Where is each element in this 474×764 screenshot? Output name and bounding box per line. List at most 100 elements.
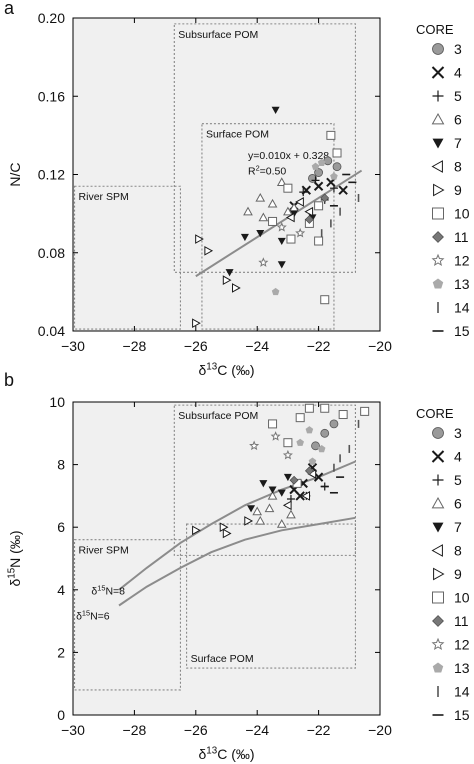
region-box (73, 539, 182, 691)
data-point (195, 234, 204, 244)
legend-label: 8 (454, 543, 462, 559)
series-11 (289, 466, 314, 485)
legend-entry-3: 3 (432, 41, 462, 57)
data-point (282, 449, 293, 460)
x-tick-label: −26 (184, 338, 208, 354)
legend-marker (432, 427, 444, 439)
x-tick-label: −24 (245, 338, 269, 354)
data-point (255, 515, 266, 525)
data-point (304, 403, 314, 413)
data-point (285, 212, 295, 223)
data-point (329, 419, 339, 429)
legend-marker (431, 496, 445, 509)
legend-marker (433, 567, 445, 581)
data-point (258, 212, 269, 222)
data-point (295, 197, 304, 207)
legend-entry-8: 8 (431, 159, 462, 175)
legend-label: 3 (454, 425, 462, 441)
data-point (222, 528, 232, 539)
panel-label: a (4, 0, 15, 18)
data-point (304, 215, 314, 224)
legend-marker (433, 183, 445, 197)
data-point (323, 156, 333, 166)
series-6 (243, 177, 299, 222)
x-tick-label: −20 (368, 722, 392, 738)
data-point (268, 419, 278, 429)
regression-equation: y=0.010x + 0.328 (248, 150, 329, 162)
legend-marker (431, 450, 445, 463)
x-tick-label: −24 (245, 722, 269, 738)
series-3 (311, 419, 339, 451)
region-box (186, 523, 356, 669)
y-tick-label: 2 (57, 644, 65, 660)
x-tick-label: −28 (123, 722, 147, 738)
legend-entry-13: 13 (432, 660, 470, 676)
region-label: Subsurface POM (178, 410, 258, 422)
data-point (247, 505, 256, 513)
legend-marker (432, 474, 444, 486)
curve-label: δ15N=8 (91, 583, 125, 597)
series-7 (225, 106, 317, 277)
data-point (326, 130, 336, 140)
data-point (295, 413, 305, 423)
legend-marker (432, 138, 444, 149)
data-point (308, 214, 317, 222)
legend-label: 15 (454, 323, 470, 339)
region-label: River SPM (79, 191, 129, 203)
data-point (267, 490, 278, 500)
x-tick-label: −20 (368, 338, 392, 354)
data-point (283, 206, 293, 216)
y-tick-label: 8 (57, 457, 65, 473)
legend-entry-12: 12 (431, 637, 470, 653)
data-point (320, 193, 330, 203)
x-axis-label: δ13C (‰) (198, 361, 254, 378)
series-8 (285, 197, 314, 223)
data-point (271, 287, 280, 296)
y-axis-label: N/C (7, 162, 23, 186)
region-box (73, 185, 182, 330)
x-axis-label: δ13C (‰) (198, 745, 254, 762)
data-point (317, 158, 326, 166)
data-point (295, 491, 305, 501)
data-point (244, 516, 254, 526)
legend-marker (431, 637, 445, 651)
data-point (270, 431, 281, 441)
data-point (268, 216, 278, 226)
legend-label: 14 (454, 684, 470, 700)
panel-a: a Subsurface POM Surface POM River SPM y=0.0… (4, 0, 470, 378)
legend-label: 13 (454, 660, 470, 676)
legend-entry-15: 15 (432, 707, 470, 723)
legend-marker (432, 591, 444, 604)
data-point (243, 206, 253, 216)
data-point (268, 486, 277, 494)
data-point (276, 222, 287, 232)
data-point (267, 198, 278, 208)
data-point (296, 438, 304, 446)
data-point (240, 233, 249, 242)
legend-marker (431, 253, 445, 267)
x-tick-label: −30 (61, 338, 85, 354)
data-point (283, 183, 293, 193)
data-point (320, 403, 330, 413)
data-point (311, 162, 320, 170)
region-box (201, 123, 335, 330)
data-point (204, 245, 214, 256)
x-tick-label: −28 (123, 338, 147, 354)
legend-entry-5: 5 (432, 472, 462, 488)
data-point (289, 475, 299, 485)
series-6 (252, 490, 296, 528)
legend-entry-7: 7 (432, 519, 462, 535)
data-point (277, 237, 286, 246)
data-point (192, 318, 201, 329)
legend-label: 4 (454, 449, 462, 465)
legend-entry-9: 9 (433, 182, 462, 198)
legend-label: 15 (454, 707, 470, 723)
legend-label: 9 (454, 566, 462, 582)
data-point (249, 440, 260, 451)
legend-entry-6: 6 (431, 112, 462, 128)
data-point (314, 168, 324, 177)
legend-entry-7: 7 (432, 135, 462, 151)
data-point (255, 192, 266, 202)
data-point (258, 257, 269, 267)
